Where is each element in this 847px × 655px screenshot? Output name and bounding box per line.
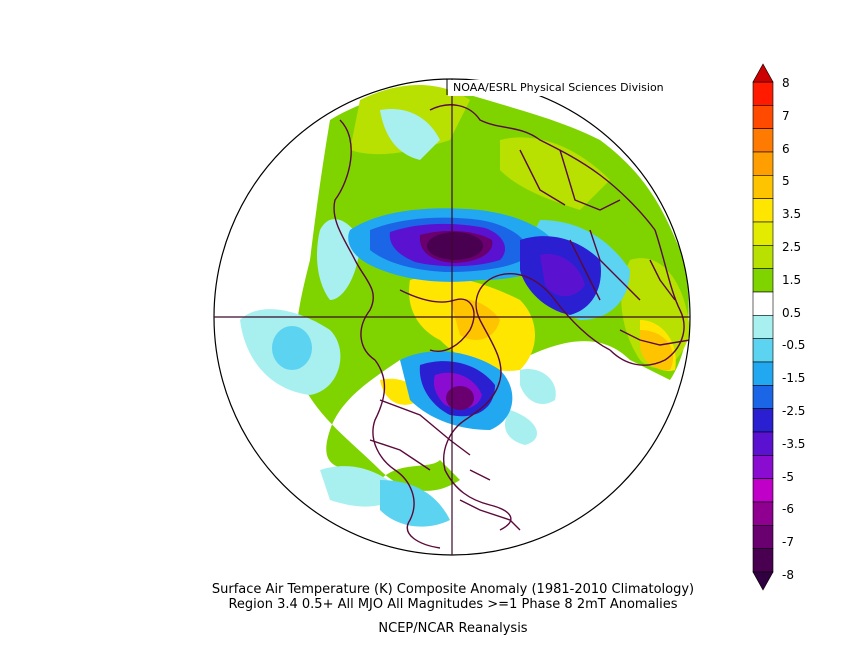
- colorbar-swatch: [752, 385, 774, 409]
- colorbar-tick-label: 5: [782, 174, 790, 189]
- caption-line-2: Region 3.4 0.5+ All MJO All Magnitudes >…: [228, 597, 678, 612]
- caption-line-3: NCEP/NCAR Reanalysis: [378, 621, 528, 636]
- colorbar-tick-label: -1.5: [782, 371, 806, 386]
- colorbar-tick-label: 7: [782, 108, 790, 123]
- credit-label: NOAA/ESRL Physical Sciences Division: [453, 81, 664, 94]
- colorbar-swatch: [752, 548, 774, 573]
- colorbar-swatch: [752, 151, 774, 176]
- colorbar-max-arrow: [752, 63, 774, 83]
- colorbar-tick-label: -6: [782, 502, 794, 517]
- colorbar-swatch: [752, 525, 774, 549]
- colorbar-swatch: [752, 315, 774, 339]
- colorbar-swatch: [752, 291, 774, 316]
- colorbar-tick-label: 2.5: [782, 240, 802, 254]
- colorbar-swatch: [752, 361, 774, 386]
- colorbar-swatch: [752, 408, 774, 433]
- colorbar-swatch: [752, 455, 774, 479]
- colorbar-swatch: [752, 198, 774, 223]
- colorbar-tick-label: -8: [782, 568, 794, 582]
- map-frame: [213, 78, 691, 556]
- colorbar-tick-label: 6: [782, 141, 790, 156]
- colorbar-swatch: [752, 128, 774, 153]
- colorbar-swatch: [752, 431, 774, 456]
- colorbar-tick-label: 1.5: [782, 272, 802, 287]
- colorbar-tick-label: -5: [782, 469, 794, 484]
- colorbar-tick-label: -3.5: [782, 436, 806, 451]
- colorbar-swatch: [752, 105, 774, 129]
- colorbar-tick-label: -2.5: [782, 404, 806, 418]
- colorbar-swatch: [752, 501, 774, 526]
- anomaly-field: [240, 85, 690, 527]
- colorbar-swatch: [752, 478, 774, 503]
- colorbar: [752, 63, 774, 591]
- colorbar-tick-label: 8: [782, 76, 790, 90]
- colorbar-swatch: [752, 268, 774, 293]
- colorbar-swatch: [752, 245, 774, 269]
- colorbar-swatch: [752, 81, 774, 106]
- colorbar-swatch: [752, 338, 774, 363]
- coastlines: [333, 104, 690, 549]
- colorbar-tick-label: 0.5: [782, 305, 802, 320]
- colorbar-tick-label: 3.5: [782, 207, 802, 222]
- colorbar-swatch: [752, 221, 774, 246]
- colorbar-tick-label: -7: [782, 535, 794, 550]
- colorbar-tick-label: -0.5: [782, 338, 806, 353]
- colorbar-min-arrow: [752, 571, 774, 591]
- caption-line-1: Surface Air Temperature (K) Composite An…: [211, 582, 695, 597]
- colorbar-swatch: [752, 175, 774, 199]
